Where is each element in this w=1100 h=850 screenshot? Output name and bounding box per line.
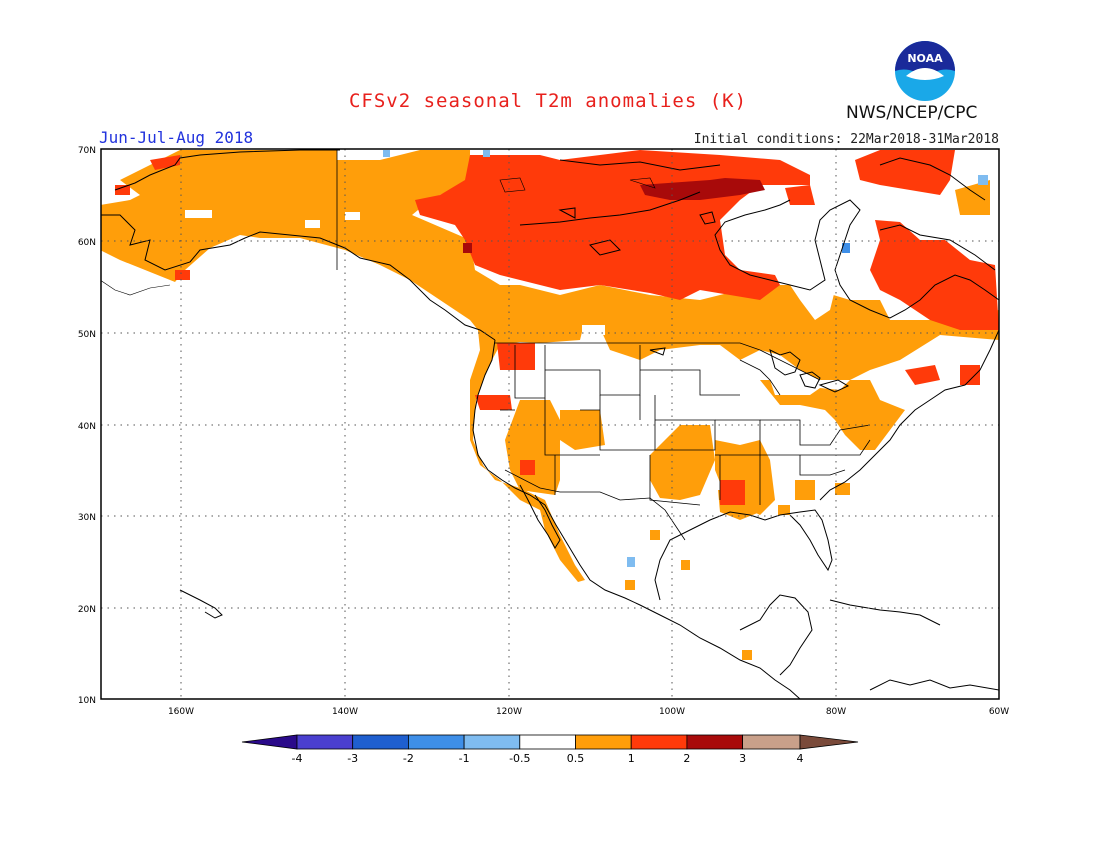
lon-label: 120W [496, 707, 522, 717]
noaa-logo-text: NOAA [907, 52, 943, 65]
anomaly-cool-region [383, 150, 988, 567]
colorbar-tick-label: -4 [292, 752, 303, 765]
colorbar-bin-below-4 [241, 734, 298, 750]
colorbar-bin [407, 734, 465, 750]
colorbar-bin [686, 734, 744, 750]
colorbar-tick-label: 0.5 [567, 752, 585, 765]
colorbar-bin [742, 734, 801, 750]
lon-label: 100W [659, 707, 685, 717]
colorbar-bin [630, 734, 688, 750]
colorbar-tick-label: 3 [739, 752, 746, 765]
colorbar-tick-label: -3 [347, 752, 358, 765]
season-label: Jun-Jul-Aug 2018 [99, 128, 254, 147]
lat-label: 30N [78, 513, 96, 523]
lakes [558, 207, 850, 393]
colorbar-bin [519, 734, 576, 750]
colorbar-tick-label: -1 [459, 752, 470, 765]
gridlines [101, 149, 999, 699]
colorbar-bin [463, 734, 521, 750]
longitude-labels: 160W 140W 120W 100W 80W 60W [168, 707, 1009, 717]
initial-conditions-label: Initial conditions: 22Mar2018-31Mar2018 [693, 132, 999, 147]
lon-label: 160W [168, 707, 194, 717]
latitude-labels: 70N 60N 50N 40N 30N 20N 10N [78, 146, 96, 706]
colorbar-tick-label: -2 [403, 752, 414, 765]
colorbar-tick-label: 4 [797, 752, 804, 765]
colorbar-bin [296, 734, 354, 750]
agency-label: NWS/NCEP/CPC [846, 103, 978, 123]
colorbar-tick-label: -0.5 [509, 752, 530, 765]
lon-label: 60W [989, 707, 1009, 717]
lon-label: 140W [332, 707, 358, 717]
lat-label: 40N [78, 422, 96, 432]
colorbar-bin [575, 734, 632, 750]
colorbar-tick-labels: -4 -3 -2 -1 -0.5 0.5 1 2 3 4 [292, 752, 804, 765]
lat-label: 50N [78, 330, 96, 340]
colorbar-bin-above-4 [799, 734, 859, 750]
coastlines [101, 149, 999, 699]
lat-label: 10N [78, 696, 96, 706]
chart-title: CFSv2 seasonal T2m anomalies (K) [348, 90, 748, 112]
lat-label: 60N [78, 238, 96, 248]
map-frame [100, 148, 1000, 700]
lat-label: 70N [78, 146, 96, 156]
noaa-logo: NOAA [895, 41, 955, 101]
lat-label: 20N [78, 605, 96, 615]
colorbar-tick-label: 1 [628, 752, 635, 765]
anomaly-cool-moderate-region [842, 243, 850, 253]
anomaly-2-3-region [463, 178, 765, 253]
islands [101, 177, 656, 296]
colorbar [241, 734, 859, 750]
lon-label: 80W [826, 707, 846, 717]
colorbar-tick-label: 2 [683, 752, 690, 765]
colorbar-bin [352, 734, 409, 750]
